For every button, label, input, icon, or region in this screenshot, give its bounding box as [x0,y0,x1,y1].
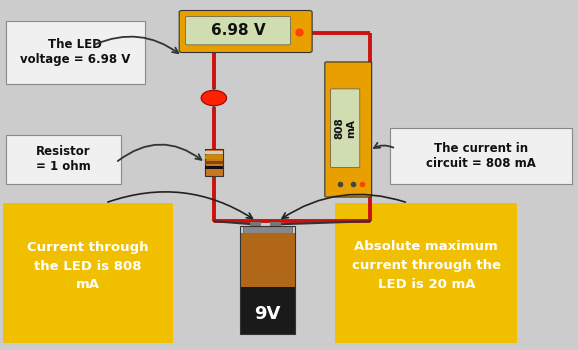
Text: The LED
voltage = 6.98 V: The LED voltage = 6.98 V [20,38,130,66]
Bar [205,149,223,176]
Text: Current through
the LED is 808
mA: Current through the LED is 808 mA [27,240,149,292]
FancyBboxPatch shape [186,16,291,45]
FancyBboxPatch shape [6,135,121,184]
Text: 6.98 V: 6.98 V [211,23,265,38]
Bar [205,161,223,164]
Text: Absolute maximum
current through the
LED is 20 mA: Absolute maximum current through the LED… [352,240,501,292]
Bar [240,287,295,334]
FancyBboxPatch shape [325,62,372,197]
FancyBboxPatch shape [3,203,173,343]
Bar [250,222,261,226]
Bar [270,222,281,226]
FancyBboxPatch shape [6,21,144,84]
Circle shape [201,90,227,106]
Text: 808
mA: 808 mA [335,117,356,139]
Bar [243,226,292,234]
Bar [205,166,223,169]
Bar [205,155,223,159]
FancyBboxPatch shape [331,89,360,167]
FancyBboxPatch shape [390,128,572,184]
Text: The current in
circuit = 808 mA: The current in circuit = 808 mA [426,142,536,170]
FancyBboxPatch shape [179,10,312,52]
Bar [240,226,295,334]
FancyBboxPatch shape [335,203,517,343]
Bar [240,233,295,287]
Bar [205,151,223,154]
Text: Resistor
= 1 ohm: Resistor = 1 ohm [36,145,91,173]
Text: 9V: 9V [254,305,280,323]
